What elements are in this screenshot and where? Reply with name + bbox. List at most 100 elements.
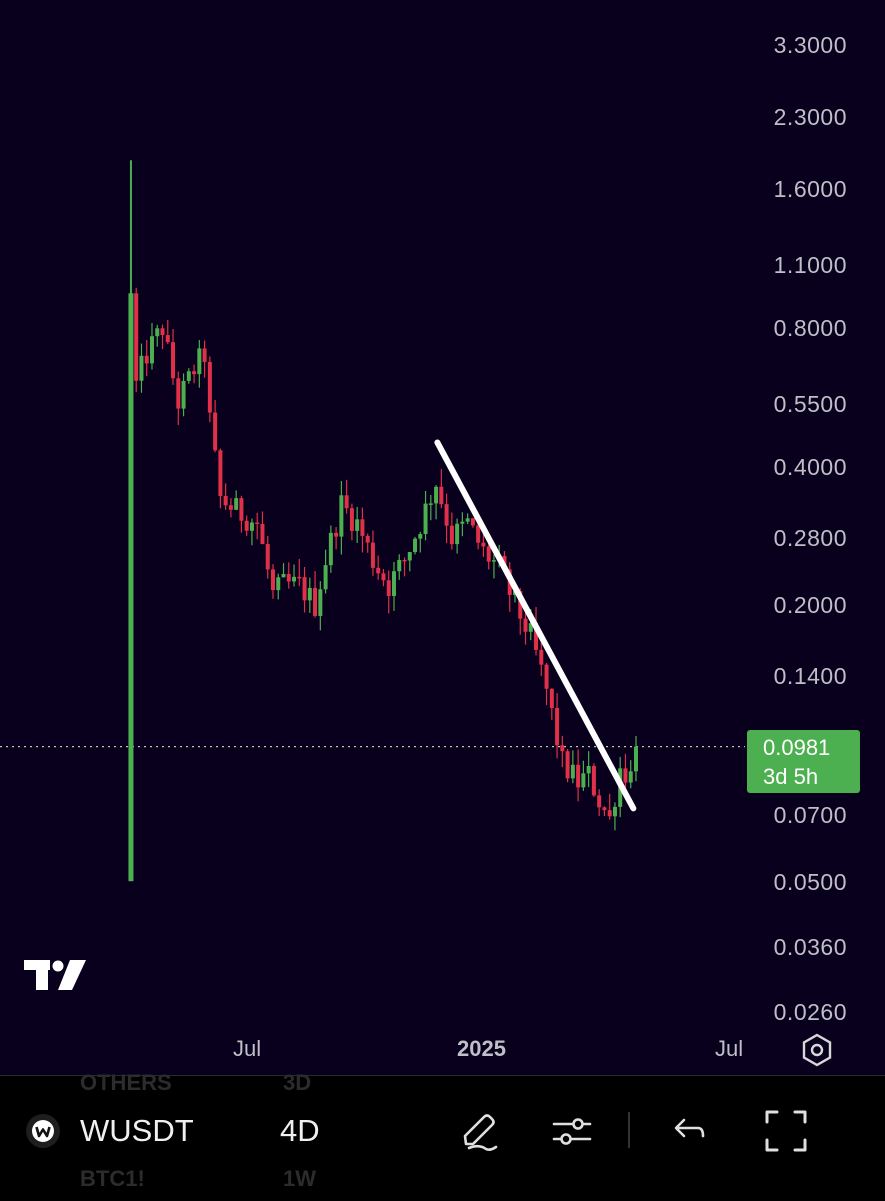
candle — [339, 495, 344, 537]
candle — [286, 574, 291, 582]
candle — [476, 525, 481, 543]
price-tick: 2.3000 — [773, 104, 847, 130]
candle — [171, 342, 176, 379]
candle — [407, 552, 412, 561]
candle — [144, 355, 149, 364]
candle — [633, 746, 638, 772]
candle — [423, 503, 428, 535]
candle — [181, 380, 186, 409]
candle — [602, 807, 607, 811]
price-tick: 0.2800 — [773, 525, 847, 551]
time-tick: Jul — [233, 1036, 262, 1061]
candle — [276, 577, 281, 591]
price-tick: 0.0360 — [773, 934, 847, 960]
ghost-watchlist-symbol: BTC1! — [80, 1166, 145, 1191]
candle — [128, 293, 134, 882]
candle — [565, 751, 570, 779]
bottom-toolbar: OTHERS 3D BTC1! 1W — [0, 1070, 885, 1201]
candle — [523, 618, 528, 632]
undo-icon[interactable] — [662, 1106, 712, 1156]
price-chart[interactable] — [0, 0, 885, 1075]
candle — [186, 371, 191, 381]
candle — [470, 518, 475, 526]
candle — [465, 518, 470, 522]
chart-area[interactable]: 3.3000 2.3000 1.6000 1.1000 0.8000 0.550… — [0, 0, 885, 1075]
symbol-selector[interactable]: WUSDT — [80, 1113, 194, 1148]
price-tick: 0.2000 — [773, 592, 847, 618]
candle — [197, 348, 202, 375]
candle — [528, 623, 533, 632]
time-tick: 2025 — [457, 1036, 506, 1061]
candle — [434, 486, 439, 504]
candle — [349, 508, 354, 531]
price-tick: 3.3000 — [773, 32, 847, 58]
candle — [223, 495, 228, 506]
candle — [549, 688, 554, 709]
candle — [486, 546, 491, 562]
chart-settings-icon[interactable] — [799, 1032, 835, 1068]
candle — [244, 520, 249, 531]
candle — [307, 587, 312, 601]
candle — [586, 766, 591, 774]
bar-countdown: 3d 5h — [763, 764, 819, 789]
candle — [176, 378, 181, 409]
price-tick: 1.1000 — [773, 252, 847, 278]
candle — [376, 567, 381, 574]
candle — [165, 335, 170, 343]
candle — [313, 587, 318, 616]
candle — [397, 559, 402, 572]
candle — [344, 495, 349, 509]
candle — [381, 573, 386, 581]
candle — [281, 574, 286, 578]
candle — [555, 708, 560, 746]
candle — [192, 371, 197, 375]
candle — [444, 504, 449, 526]
price-tick: 0.0700 — [773, 802, 847, 828]
candle — [428, 503, 433, 505]
fullscreen-icon[interactable] — [761, 1106, 811, 1156]
symbol-logo-icon[interactable] — [26, 1114, 60, 1148]
candle — [234, 498, 239, 510]
candle — [418, 534, 423, 539]
candle — [612, 806, 617, 817]
candle — [365, 535, 370, 543]
candle — [591, 766, 596, 796]
candle — [607, 810, 612, 817]
candle — [581, 773, 586, 788]
candle — [576, 764, 581, 788]
price-tick: 0.8000 — [773, 315, 847, 341]
candle — [449, 525, 454, 545]
price-tick: 0.4000 — [773, 454, 847, 480]
candle — [455, 523, 460, 545]
candle — [160, 328, 165, 336]
price-tick: 1.6000 — [773, 176, 847, 202]
ghost-watchlist-interval: 3D — [283, 1070, 312, 1095]
tradingview-logo — [24, 960, 86, 990]
candle — [249, 522, 254, 531]
current-price: 0.0981 — [763, 735, 831, 760]
candle — [302, 577, 307, 601]
candle — [202, 348, 207, 362]
candle — [328, 532, 333, 566]
candle — [134, 293, 139, 381]
price-tick: 0.0500 — [773, 869, 847, 895]
candle — [297, 576, 302, 579]
indicators-sliders-icon[interactable] — [547, 1106, 597, 1156]
candle — [334, 532, 339, 537]
candle — [460, 521, 465, 524]
candle — [228, 505, 233, 510]
trendline — [434, 439, 637, 812]
candle — [260, 524, 265, 545]
drawing-pencil-icon[interactable] — [452, 1106, 502, 1156]
candle — [370, 542, 375, 568]
candle — [623, 768, 628, 783]
candle — [323, 565, 328, 590]
candle — [413, 538, 418, 553]
candle — [518, 591, 523, 619]
interval-selector[interactable]: 4D — [280, 1113, 320, 1148]
candle — [207, 361, 212, 413]
candle — [628, 771, 633, 783]
ghost-watchlist-symbol: OTHERS — [80, 1070, 172, 1095]
candle — [391, 571, 396, 597]
ghost-watchlist-interval: 1W — [283, 1166, 316, 1191]
